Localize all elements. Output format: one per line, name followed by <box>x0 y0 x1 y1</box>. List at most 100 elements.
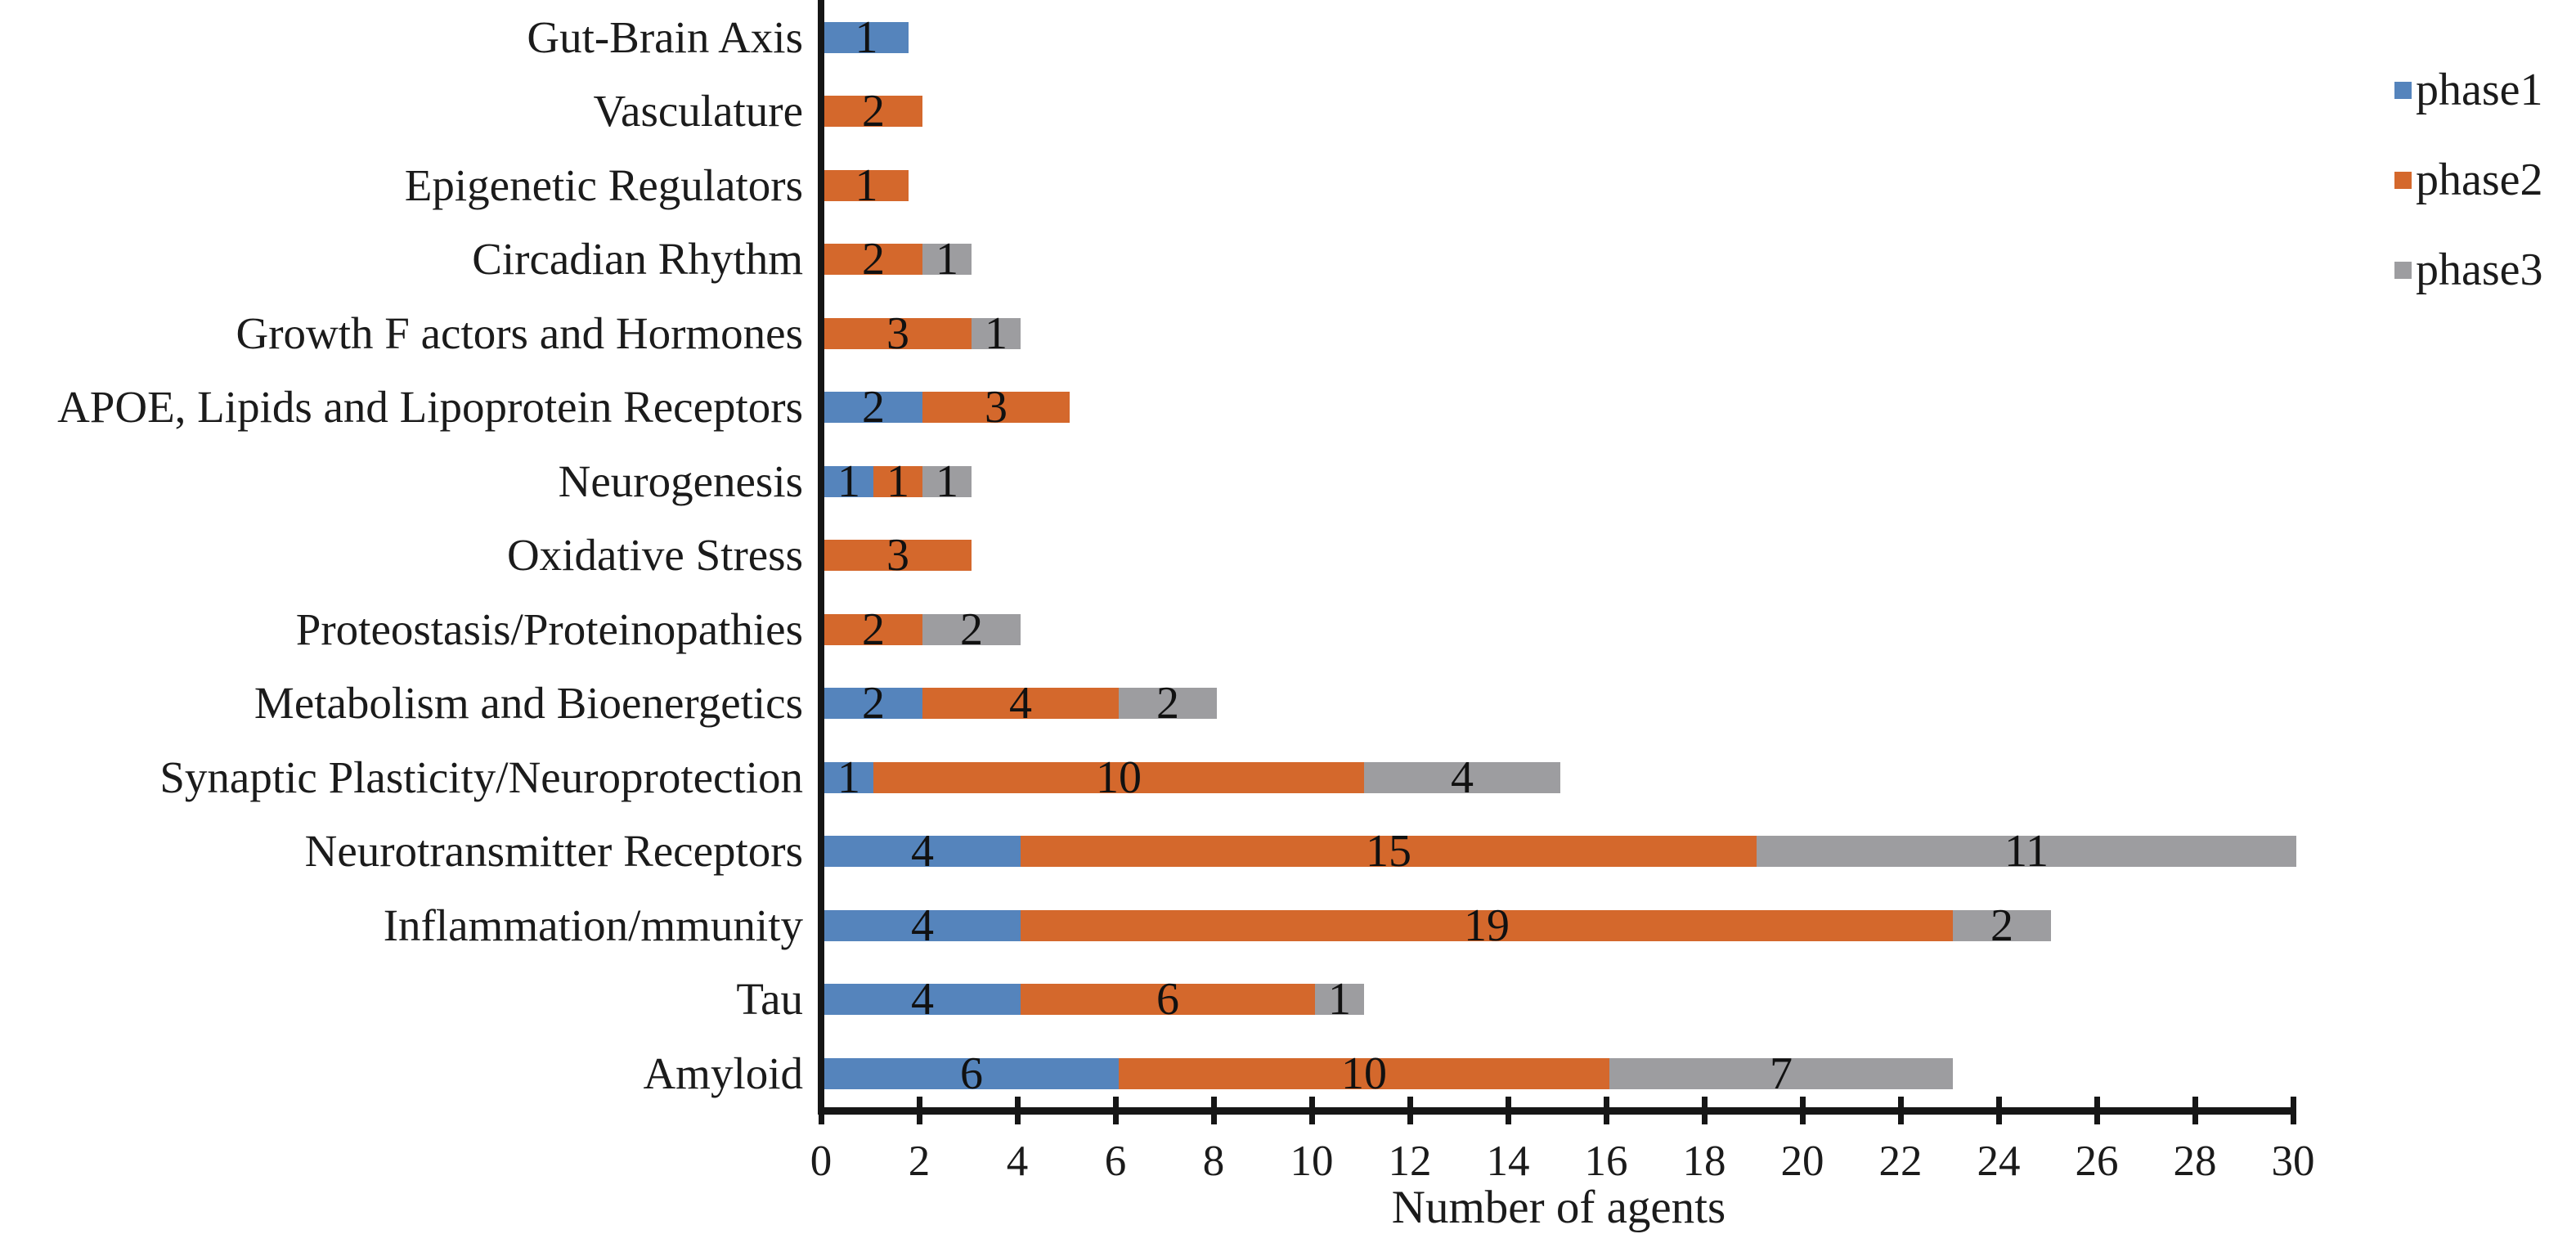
bar-segment-phase2 <box>873 761 1364 793</box>
category-label: Inflammation/mmunity <box>383 900 803 950</box>
bar-value-label: 3 <box>886 530 909 581</box>
category-label: Synaptic Plasticity/Neuroprotection <box>159 752 803 802</box>
x-axis-tick <box>1800 1097 1806 1124</box>
x-axis-tick <box>1211 1097 1217 1124</box>
y-axis-line <box>818 0 824 1115</box>
bar-segment-phase3 <box>922 465 972 497</box>
bar-segment-phase3 <box>922 244 972 275</box>
bar-value-label: 1 <box>855 11 878 63</box>
bar-segment-phase1 <box>824 688 922 719</box>
bar-segment-phase2 <box>873 465 922 497</box>
bar-value-label: 1 <box>855 159 878 211</box>
bar-segment-phase2 <box>1021 909 1953 941</box>
category-label: Oxidative Stress <box>506 530 803 580</box>
bar-segment-phase2 <box>1119 1057 1609 1089</box>
bar-segment-phase3 <box>1953 909 2051 941</box>
category-label: Proteostasis/Proteinopathies <box>295 604 803 654</box>
x-axis-tick-label: 10 <box>1290 1138 1334 1185</box>
x-axis-tick <box>1015 1097 1021 1124</box>
legend-swatch-phase2 <box>2394 171 2412 189</box>
bar-value-label: 15 <box>1366 826 1411 877</box>
legend-swatch-phase1 <box>2394 81 2412 99</box>
legend-label-phase1: phase1 <box>2416 65 2543 115</box>
x-axis-tick <box>2291 1097 2296 1124</box>
bar-segment-phase1 <box>824 21 909 53</box>
legend-item-phase3: phase3 <box>2394 245 2543 295</box>
x-axis-tick <box>1604 1097 1609 1124</box>
category-label: Growth F actors and Hormones <box>236 307 804 358</box>
x-axis-tick <box>819 1097 824 1124</box>
x-axis-tick-label: 30 <box>2271 1138 2315 1185</box>
x-axis-tick <box>1996 1097 2002 1124</box>
bar-segment-phase2 <box>1021 836 1757 867</box>
bar-segment-phase2 <box>824 613 922 645</box>
bar-segment-phase3 <box>922 613 1021 645</box>
bar-value-label: 2 <box>960 604 983 655</box>
x-axis-tick <box>2192 1097 2198 1124</box>
x-axis-tick <box>1506 1097 1511 1124</box>
bar-value-label: 10 <box>1341 1048 1387 1099</box>
bar-segment-phase2 <box>824 540 972 571</box>
bar-segment-phase1 <box>824 761 873 793</box>
bar-segment-phase3 <box>1609 1057 1953 1089</box>
bar-value-label: 3 <box>886 307 909 359</box>
category-label: Tau <box>736 974 803 1024</box>
bar-value-label: 1 <box>837 752 860 803</box>
bar-value-label: 11 <box>2004 826 2049 877</box>
x-axis-tick-label: 20 <box>1780 1138 1824 1185</box>
bar-value-label: 1 <box>936 234 958 285</box>
bar-value-label: 3 <box>985 382 1008 433</box>
bar-segment-phase3 <box>1315 984 1364 1015</box>
bar-segment-phase2 <box>824 244 922 275</box>
bar-segment-phase1 <box>824 984 1021 1015</box>
category-label: Neurotransmitter Receptors <box>304 826 803 876</box>
bar-value-label: 1 <box>985 307 1008 359</box>
x-axis-tick <box>1113 1097 1119 1124</box>
bar-segment-phase3 <box>1119 688 1217 719</box>
x-axis-tick-label: 16 <box>1584 1138 1628 1185</box>
bar-segment-phase2 <box>824 96 922 127</box>
x-axis-tick <box>1309 1097 1315 1124</box>
bar-value-label: 10 <box>1096 752 1142 803</box>
bar-segment-phase3 <box>1757 836 2296 867</box>
bar-segment-phase1 <box>824 909 1021 941</box>
bar-value-label: 2 <box>862 604 885 655</box>
x-axis-tick-label: 24 <box>1977 1138 2021 1185</box>
category-label: APOE, Lipids and Lipoprotein Receptors <box>57 382 803 432</box>
category-label: Vasculature <box>593 86 803 136</box>
x-axis-tick-label: 4 <box>1006 1138 1029 1185</box>
x-axis-tick-label: 6 <box>1104 1138 1127 1185</box>
bar-segment-phase1 <box>824 392 922 423</box>
legend-label-phase3: phase3 <box>2416 245 2543 295</box>
bar-segment-phase1 <box>824 1057 1119 1089</box>
bar-value-label: 6 <box>1156 974 1179 1025</box>
bar-value-label: 2 <box>862 86 885 137</box>
x-axis-tick-label: 0 <box>810 1138 832 1185</box>
category-label: Gut-Brain Axis <box>527 11 803 62</box>
bar-value-label: 1 <box>886 455 909 507</box>
category-label: Metabolism and Bioenergetics <box>254 678 803 728</box>
bar-segment-phase2 <box>824 169 909 201</box>
bar-value-label: 2 <box>862 678 885 729</box>
bar-segment-phase1 <box>824 836 1021 867</box>
bar-value-label: 2 <box>1156 678 1179 729</box>
x-axis-tick <box>1407 1097 1413 1124</box>
legend-swatch-phase3 <box>2394 261 2412 279</box>
legend-label-phase2: phase2 <box>2416 155 2543 205</box>
x-axis-tick-label: 12 <box>1388 1138 1432 1185</box>
category-label: Neurogenesis <box>558 455 803 506</box>
x-axis-title: Number of agents <box>1391 1182 1726 1233</box>
bar-segment-phase2 <box>922 392 1070 423</box>
bar-value-label: 7 <box>1770 1048 1793 1099</box>
bar-value-label: 6 <box>960 1048 983 1099</box>
bar-value-label: 4 <box>1451 752 1474 803</box>
category-label: Amyloid <box>643 1048 803 1098</box>
x-axis-tick-label: 2 <box>908 1138 931 1185</box>
bar-segment-phase2 <box>824 317 972 349</box>
x-axis-tick <box>1898 1097 1904 1124</box>
bar-segment-phase3 <box>972 317 1021 349</box>
bar-segment-phase2 <box>1021 984 1315 1015</box>
bar-value-label: 4 <box>911 826 934 877</box>
x-axis-tick-label: 22 <box>1878 1138 1923 1185</box>
